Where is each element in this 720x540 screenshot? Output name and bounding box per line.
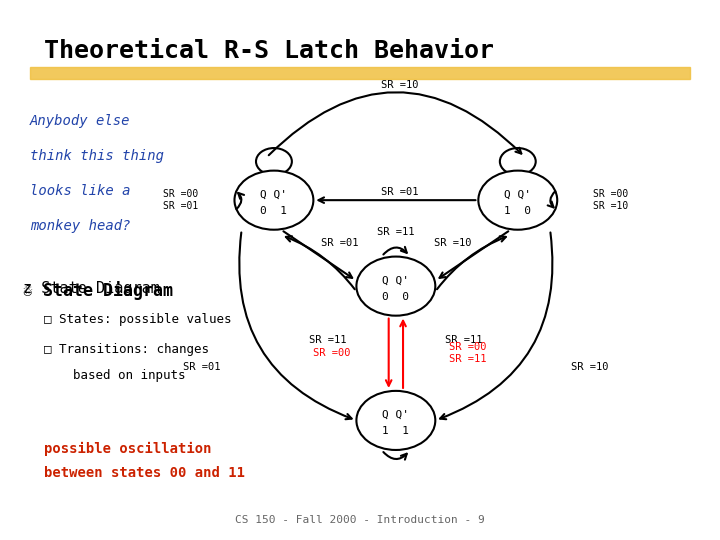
- Text: 0  1: 0 1: [261, 206, 287, 216]
- Circle shape: [235, 171, 313, 230]
- Text: 1  1: 1 1: [382, 426, 410, 436]
- Circle shape: [478, 171, 557, 230]
- Text: □ Transitions: changes: □ Transitions: changes: [45, 342, 210, 355]
- Text: based on inputs: based on inputs: [73, 369, 186, 382]
- Text: Theoretical R-S Latch Behavior: Theoretical R-S Latch Behavior: [45, 39, 495, 63]
- Text: Q Q': Q Q': [382, 410, 410, 420]
- Text: z State Diagram: z State Diagram: [23, 281, 160, 296]
- Text: Q Q': Q Q': [504, 190, 531, 200]
- Text: Anybody else: Anybody else: [30, 114, 130, 128]
- Text: SR =00
SR =11: SR =00 SR =11: [449, 342, 486, 364]
- Text: SR =11: SR =11: [377, 227, 415, 238]
- Text: □ States: possible values: □ States: possible values: [45, 313, 232, 326]
- Text: think this thing: think this thing: [30, 149, 164, 163]
- Text: CS 150 - Fall 2000 - Introduction - 9: CS 150 - Fall 2000 - Introduction - 9: [235, 515, 485, 525]
- Text: SR =10: SR =10: [571, 362, 608, 372]
- Circle shape: [356, 256, 436, 316]
- Text: SR =00: SR =00: [312, 348, 350, 358]
- Text: SR =10: SR =10: [381, 80, 418, 90]
- Text: SR =10: SR =10: [433, 238, 471, 248]
- Text: SR =11: SR =11: [445, 335, 482, 345]
- Text: possible oscillation: possible oscillation: [45, 442, 212, 456]
- Text: between states 00 and 11: between states 00 and 11: [45, 466, 246, 480]
- Circle shape: [356, 391, 436, 450]
- Text: Q Q': Q Q': [261, 190, 287, 200]
- Text: Q Q': Q Q': [382, 276, 410, 286]
- Text: SR =11: SR =11: [309, 335, 346, 345]
- Text: 1  0: 1 0: [504, 206, 531, 216]
- Text: SR =01: SR =01: [320, 238, 358, 248]
- Text: SR =00
SR =10: SR =00 SR =10: [593, 190, 629, 211]
- Circle shape: [256, 148, 292, 175]
- Text: SR =00
SR =01: SR =00 SR =01: [163, 190, 198, 211]
- Text: SR =01: SR =01: [381, 187, 418, 197]
- Bar: [30, 68, 690, 79]
- Text: SR =01: SR =01: [184, 362, 221, 372]
- Text: ☃ State Diagram: ☃ State Diagram: [23, 281, 173, 300]
- Text: looks like a: looks like a: [30, 184, 130, 198]
- Text: 0  0: 0 0: [382, 292, 410, 302]
- Circle shape: [500, 148, 536, 175]
- Text: monkey head?: monkey head?: [30, 219, 130, 233]
